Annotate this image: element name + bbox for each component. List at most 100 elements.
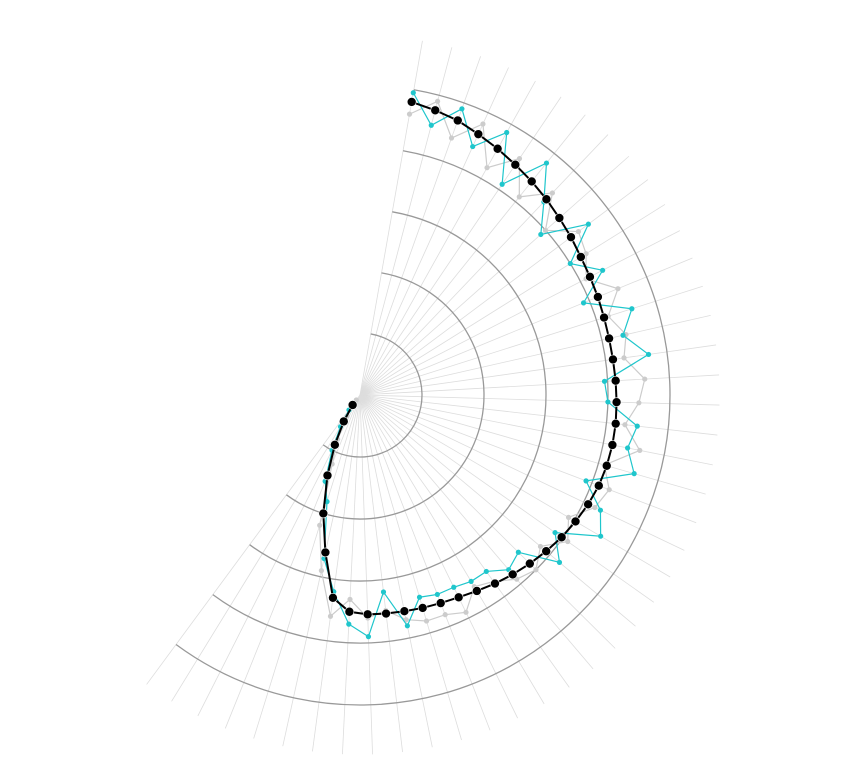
point	[566, 232, 576, 242]
point	[492, 143, 503, 154]
point	[585, 272, 595, 282]
spoke	[359, 179, 649, 396]
point	[330, 440, 340, 450]
point	[634, 423, 640, 429]
point	[381, 608, 391, 619]
spoke	[359, 394, 403, 753]
spoke	[359, 394, 570, 688]
point	[328, 593, 338, 603]
point	[642, 376, 648, 382]
point	[428, 122, 434, 128]
point	[593, 292, 603, 302]
point	[549, 190, 556, 196]
point	[622, 422, 628, 428]
point	[510, 159, 521, 170]
point	[592, 504, 598, 511]
spoke	[359, 394, 655, 603]
spoke	[171, 394, 361, 702]
spoke	[359, 56, 482, 396]
ring	[175, 89, 671, 706]
point	[347, 400, 358, 410]
spoke	[359, 394, 518, 719]
point	[593, 480, 604, 491]
point	[621, 355, 627, 361]
point	[423, 618, 430, 624]
point	[416, 594, 423, 600]
point	[631, 471, 637, 477]
spoke	[359, 155, 630, 396]
point	[327, 613, 334, 619]
point	[565, 514, 572, 520]
point	[365, 634, 372, 640]
spoke	[359, 47, 453, 396]
spoke	[359, 394, 545, 705]
point	[629, 306, 635, 312]
ring	[212, 150, 609, 644]
spoke	[359, 394, 671, 578]
point	[599, 312, 609, 323]
point	[608, 354, 618, 365]
point	[537, 543, 544, 550]
point	[601, 460, 612, 471]
spoke	[359, 394, 373, 755]
spoke	[359, 314, 711, 396]
point	[459, 106, 465, 112]
point	[607, 440, 618, 450]
point	[435, 598, 446, 608]
spoke	[359, 204, 666, 396]
spoke	[359, 134, 609, 396]
point	[318, 568, 324, 574]
point	[403, 617, 409, 623]
point	[507, 569, 518, 580]
spoke	[224, 394, 361, 729]
point	[362, 609, 373, 620]
point	[380, 589, 387, 595]
point	[504, 129, 510, 136]
point	[406, 97, 417, 107]
point	[525, 558, 535, 569]
series-line	[319, 100, 646, 622]
point	[406, 111, 413, 117]
point	[636, 400, 642, 406]
point	[470, 143, 476, 150]
spoke	[146, 394, 361, 685]
point	[583, 499, 593, 510]
point	[448, 135, 455, 141]
point	[542, 227, 549, 233]
point	[515, 549, 521, 555]
point	[605, 399, 611, 405]
point	[463, 609, 469, 615]
point	[452, 115, 463, 126]
point	[526, 176, 537, 187]
point	[417, 603, 428, 613]
point	[453, 592, 464, 603]
point	[533, 567, 539, 573]
spoke	[359, 374, 720, 396]
point	[516, 155, 523, 162]
spoke	[359, 394, 706, 495]
point	[344, 606, 355, 617]
point	[399, 606, 410, 617]
point	[570, 516, 581, 527]
point	[576, 252, 586, 262]
point	[468, 578, 474, 584]
point	[516, 194, 522, 200]
point	[565, 538, 571, 545]
point	[410, 90, 416, 96]
spoke	[359, 394, 718, 436]
point	[322, 470, 333, 481]
point	[483, 568, 489, 575]
point	[585, 221, 591, 227]
point	[538, 231, 544, 238]
point	[320, 547, 331, 558]
spoke	[359, 285, 703, 396]
point	[543, 160, 550, 166]
spoke	[359, 96, 562, 396]
point	[435, 98, 441, 104]
series-line	[322, 100, 618, 616]
spoke	[359, 394, 594, 670]
ring	[286, 272, 485, 520]
point	[556, 559, 563, 565]
